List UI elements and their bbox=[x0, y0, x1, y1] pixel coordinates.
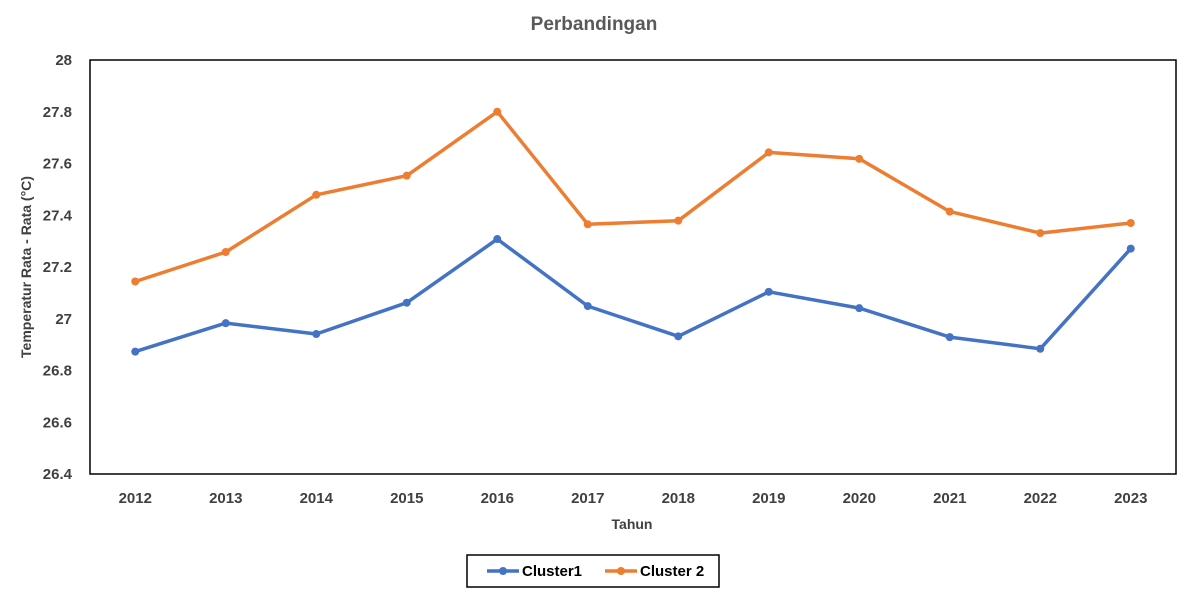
x-tick-label-2016: 2016 bbox=[481, 490, 514, 507]
data-point-cluster1-2014 bbox=[312, 330, 321, 339]
data-point-cluster1-2019 bbox=[764, 287, 773, 296]
legend-label-cluster2: Cluster 2 bbox=[640, 563, 704, 580]
data-point-cluster1-2022 bbox=[1036, 344, 1045, 353]
legend-marker-cluster1 bbox=[499, 567, 507, 575]
x-tick-label-2012: 2012 bbox=[119, 490, 152, 507]
legend-marker-cluster2 bbox=[617, 567, 625, 575]
x-tick-label-2019: 2019 bbox=[752, 490, 785, 507]
series-line-cluster2 bbox=[133, 109, 1133, 284]
data-point-cluster1-2018 bbox=[674, 332, 683, 341]
y-tick-label: 26.8 bbox=[43, 363, 72, 380]
data-point-cluster2-2014 bbox=[312, 190, 321, 199]
data-point-cluster2-2020 bbox=[855, 154, 864, 163]
data-point-cluster1-2023 bbox=[1126, 244, 1135, 253]
data-point-cluster1-2012 bbox=[131, 347, 140, 356]
legend-label-cluster1: Cluster1 bbox=[522, 563, 582, 580]
x-tick-label-2022: 2022 bbox=[1024, 490, 1057, 507]
data-point-cluster2-2013 bbox=[221, 247, 230, 256]
data-point-cluster2-2021 bbox=[945, 207, 954, 216]
y-tick-label: 26.6 bbox=[43, 414, 72, 431]
x-tick-label-2021: 2021 bbox=[933, 490, 966, 507]
y-tick-label: 27 bbox=[55, 311, 72, 328]
data-point-cluster2-2016 bbox=[493, 107, 502, 116]
plot-area-border bbox=[89, 59, 1177, 475]
y-axis-title: Temperatur Rata - Rata (°C) bbox=[18, 176, 34, 358]
y-axis: 26.4 26.6 26.8 27 27.2 27.4 27.6 27.8 28 bbox=[43, 52, 73, 483]
legend: Cluster1 Cluster 2 bbox=[466, 554, 720, 588]
x-tick-label-2015: 2015 bbox=[390, 490, 423, 507]
x-tick-label-2013: 2013 bbox=[209, 490, 242, 507]
series-line-cluster1 bbox=[133, 237, 1133, 354]
x-axis-title: Tahun bbox=[612, 516, 653, 532]
y-tick-label: 27.6 bbox=[43, 156, 72, 173]
data-point-cluster1-2013 bbox=[221, 319, 230, 328]
y-tick-label: 27.8 bbox=[43, 104, 72, 121]
data-point-cluster2-2022 bbox=[1036, 229, 1045, 238]
data-point-cluster1-2021 bbox=[945, 333, 954, 342]
x-tick-label-2014: 2014 bbox=[300, 490, 334, 507]
data-point-cluster1-2020 bbox=[855, 304, 864, 313]
data-point-cluster2-2023 bbox=[1126, 219, 1135, 228]
data-point-cluster1-2015 bbox=[402, 298, 411, 307]
data-point-cluster1-2017 bbox=[583, 302, 592, 311]
x-tick-label-2020: 2020 bbox=[843, 490, 876, 507]
data-point-cluster2-2018 bbox=[674, 216, 683, 225]
data-point-cluster2-2017 bbox=[583, 220, 592, 229]
data-point-cluster2-2015 bbox=[402, 171, 411, 180]
x-tick-label-2017: 2017 bbox=[571, 490, 604, 507]
chart-title: Perbandingan bbox=[531, 14, 658, 35]
y-tick-label: 26.4 bbox=[43, 466, 73, 483]
x-axis: 2012 2013 2014 2015 2016 2017 2018 2019 2020 2021… bbox=[119, 490, 1148, 507]
x-tick-label-2023: 2023 bbox=[1114, 490, 1147, 507]
y-tick-label: 27.2 bbox=[43, 259, 72, 276]
series-layer bbox=[131, 107, 1135, 356]
y-tick-label: 28 bbox=[55, 52, 72, 69]
data-point-cluster1-2016 bbox=[493, 235, 502, 244]
x-tick-label-2018: 2018 bbox=[662, 490, 695, 507]
data-point-cluster2-2012 bbox=[131, 277, 140, 286]
y-tick-label: 27.4 bbox=[43, 207, 73, 224]
data-point-cluster2-2019 bbox=[764, 148, 773, 157]
